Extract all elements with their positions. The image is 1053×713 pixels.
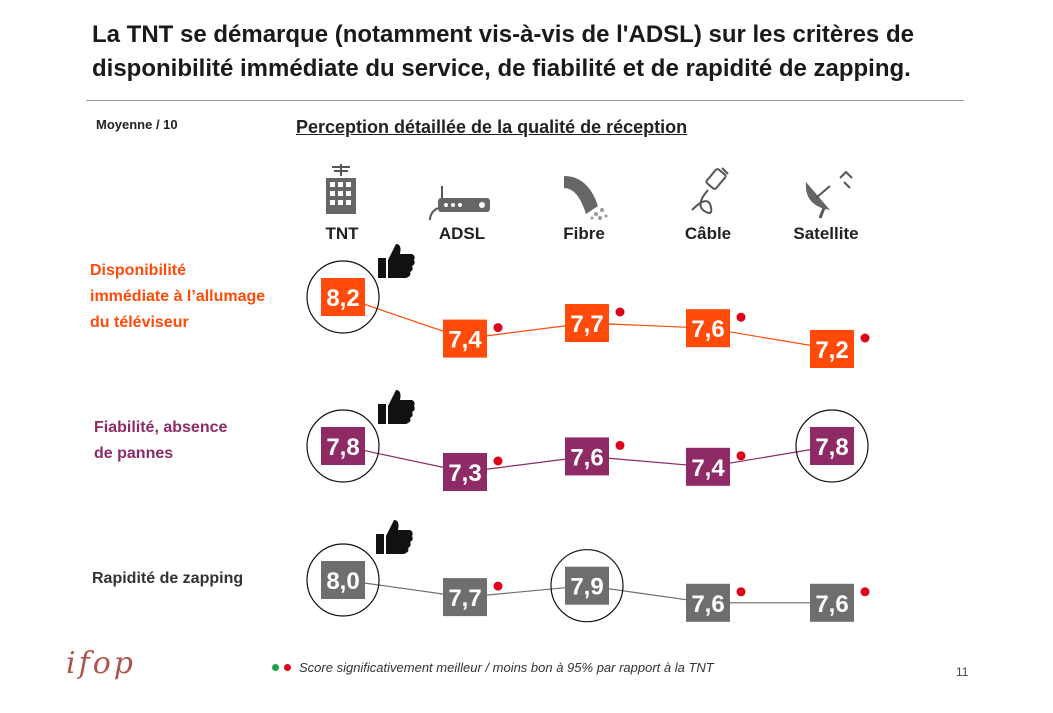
value-label: 7,7 bbox=[570, 311, 603, 338]
value-box bbox=[810, 330, 854, 368]
title-divider bbox=[86, 100, 964, 101]
significance-dot bbox=[615, 440, 625, 450]
unit-label: Moyenne / 10 bbox=[96, 117, 178, 132]
value-label: 7,6 bbox=[691, 591, 724, 618]
fiber-cable-icon bbox=[564, 176, 608, 220]
series-label-line: immédiate à l’allumage bbox=[90, 288, 266, 305]
value-label: 7,6 bbox=[815, 591, 848, 618]
value-label: 7,6 bbox=[691, 316, 724, 343]
value-label: 7,2 bbox=[815, 337, 848, 364]
significance-dot bbox=[493, 581, 503, 591]
column-label-adsl: ADSL bbox=[438, 224, 486, 243]
router-icon bbox=[429, 186, 490, 221]
significance-dot bbox=[860, 333, 870, 343]
column-label-fibre: Fibre bbox=[563, 224, 605, 243]
series-label-disponibilite: Disponibilité immédiate à l’allumage du … bbox=[90, 258, 265, 336]
value-label: 7,3 bbox=[448, 460, 481, 487]
significance-legend: Score significativement meilleur / moins… bbox=[272, 660, 714, 675]
worse-dot-icon bbox=[284, 664, 291, 671]
value-box bbox=[810, 583, 854, 622]
satellite-dish-icon bbox=[805, 170, 853, 219]
better-dot-icon bbox=[272, 664, 279, 671]
significance-dot bbox=[736, 451, 746, 461]
value-box bbox=[321, 278, 365, 316]
value-label: 7,8 bbox=[326, 434, 359, 461]
value-box bbox=[321, 561, 365, 599]
value-box bbox=[810, 427, 854, 465]
value-box bbox=[443, 453, 487, 491]
highlight-circle bbox=[306, 260, 380, 334]
significance-dot bbox=[736, 587, 746, 597]
significance-dot bbox=[615, 307, 625, 317]
series-label-line: Fiabilité, absence bbox=[94, 419, 228, 436]
value-label: 8,2 bbox=[326, 285, 359, 312]
value-box bbox=[443, 578, 487, 617]
page-title: La TNT se démarque (notamment vis-à-vis … bbox=[92, 21, 914, 82]
value-box bbox=[443, 319, 487, 358]
page-number: 11 bbox=[956, 665, 969, 679]
ifop-logo: ifop bbox=[66, 646, 136, 681]
value-label: 7,8 bbox=[815, 434, 848, 461]
value-label: 7,9 bbox=[570, 574, 603, 601]
highlight-circle bbox=[550, 549, 624, 623]
series-label-line: du téléviseur bbox=[90, 314, 189, 331]
significance-dot bbox=[860, 587, 870, 597]
thumbs-up-icon bbox=[378, 390, 415, 424]
series-label-rapidite: Rapidité de zapping bbox=[92, 566, 243, 592]
value-box bbox=[686, 309, 730, 348]
building-antenna-icon bbox=[326, 164, 356, 214]
highlight-circle bbox=[306, 543, 380, 617]
significance-dot bbox=[493, 456, 503, 466]
series-label-line: Rapidité de zapping bbox=[92, 570, 244, 587]
value-box bbox=[565, 566, 609, 605]
thumbs-up-icon bbox=[378, 244, 415, 278]
chart-title: Perception détaillée de la qualité de ré… bbox=[296, 117, 688, 137]
column-label-tnt: TNT bbox=[325, 224, 359, 243]
column-label-cable: Câble bbox=[684, 224, 732, 243]
highlight-circle bbox=[795, 409, 869, 483]
significance-note: Score significativement meilleur / moins… bbox=[299, 660, 714, 675]
column-label-satellite: Satellite bbox=[793, 224, 859, 243]
value-label: 7,4 bbox=[448, 327, 482, 354]
value-box bbox=[565, 304, 609, 342]
value-box bbox=[686, 447, 730, 486]
value-label: 7,7 bbox=[448, 585, 481, 612]
highlight-circle bbox=[306, 409, 380, 483]
value-box bbox=[686, 583, 730, 622]
value-box bbox=[321, 427, 365, 465]
value-label: 7,4 bbox=[691, 455, 725, 482]
value-label: 7,6 bbox=[570, 444, 603, 471]
value-label: 8,0 bbox=[326, 568, 359, 595]
series-label-line: Disponibilité bbox=[90, 262, 186, 279]
series-label-fiabilite: Fiabilité, absence de pannes bbox=[94, 415, 227, 467]
series-label-line: de pannes bbox=[94, 445, 174, 462]
thumbs-up-icon bbox=[376, 520, 413, 554]
value-box bbox=[565, 437, 609, 476]
significance-dot bbox=[493, 323, 503, 333]
coax-cable-icon bbox=[691, 167, 729, 214]
significance-dot bbox=[736, 312, 746, 322]
